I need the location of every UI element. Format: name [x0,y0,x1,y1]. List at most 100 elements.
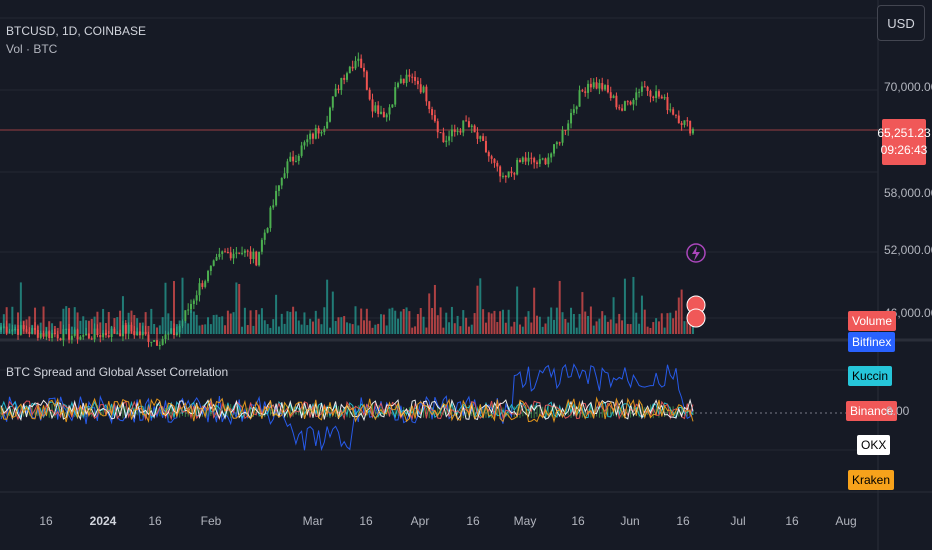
candle-body [266,228,269,233]
candle-body [289,156,292,162]
volume-bar [493,310,496,334]
candle-body [567,123,570,131]
volume-bar [544,323,547,334]
volume-bar [326,279,329,334]
volume-bar [516,286,519,334]
volume-bar [70,326,73,334]
volume-bar [351,324,354,334]
candle-body [538,159,541,164]
candle-body [399,78,402,84]
candle-body [467,121,470,128]
volume-bar [584,311,587,334]
volume-bar [198,325,201,334]
volume-bar [536,315,539,334]
event-flag-icon [686,308,706,328]
volume-bar [136,318,139,334]
currency-button[interactable]: USD [877,5,925,41]
volume-bar [124,322,127,334]
volume-bar [238,283,241,334]
candle-body [331,96,334,108]
volume-label: Vol · BTC [6,42,58,56]
candle-body [221,251,224,254]
volume-bar [567,322,570,334]
volume-bar [561,312,564,334]
candle-body [416,80,419,85]
volume-bar [513,321,516,334]
volume-bar [439,307,442,334]
volume-bar [79,320,82,334]
volume-bar [397,318,400,334]
volume-bar [110,326,113,334]
volume-bar [14,324,17,334]
volume-bar [190,310,193,334]
volume-bar [56,327,59,334]
volume-bar [521,326,524,334]
candle-body [419,84,422,93]
volume-bar [155,327,158,334]
candle-body [487,152,490,157]
volume-bar [292,306,295,334]
candle-body [337,88,340,90]
candle-body [187,309,190,311]
volume-bar [255,310,258,334]
volume-bar [201,324,204,334]
volume-bar [507,309,510,334]
candle-body [68,328,71,340]
candle-body [320,132,323,134]
indicator-title: BTC Spread and Global Asset Correlation [6,365,229,379]
candle-body [360,58,363,68]
candle-body [555,142,558,145]
candle-body [167,333,170,335]
candle-body [402,78,405,84]
candle-body [680,123,683,125]
candle-body [323,128,326,133]
volume-bar [501,309,504,334]
candle-body [595,82,598,89]
candle-body [243,250,246,253]
volume-bar [252,325,255,334]
volume-bar [487,312,490,334]
volume-bar [527,311,530,334]
volume-bar [45,326,48,334]
volume-bar [578,313,581,334]
volume-bar [629,324,632,334]
volume-bar [314,310,317,334]
candle-body [62,329,65,341]
volume-bar [221,316,224,334]
candle-body [201,283,204,287]
candle-body [104,332,107,336]
volume-bar [382,314,385,334]
candle-body [476,132,479,139]
candle-body [431,109,434,116]
candle-body [238,252,241,254]
candle-body [660,96,663,99]
price-tick-70000: 70,000.00 [884,80,932,94]
candle-body [496,162,499,167]
volume-bar [357,325,360,334]
candle-body [56,334,59,339]
volume-bar [343,316,346,334]
candle-body [275,190,278,206]
candle-body [459,131,462,133]
candle-body [314,128,317,139]
volume-bar [328,327,331,334]
volume-bar [575,327,578,334]
volume-bar [609,319,612,334]
candle-body [632,99,635,105]
candle-body [283,173,286,178]
exchange-tag-binance: Binance [846,401,898,421]
volume-bar [595,321,598,334]
volume-bar [445,312,448,334]
candle-body [394,87,397,105]
bar-countdown: 09:26:43 [880,143,928,157]
candle-body [686,120,689,122]
current-price: 65,251.23 [877,126,931,140]
volume-bar [377,323,380,334]
candle-body [297,155,300,161]
candle-body [465,120,468,122]
volume-bar [260,308,263,334]
volume-bar [36,326,39,334]
volume-bar [649,327,652,334]
candle-body [343,78,346,80]
